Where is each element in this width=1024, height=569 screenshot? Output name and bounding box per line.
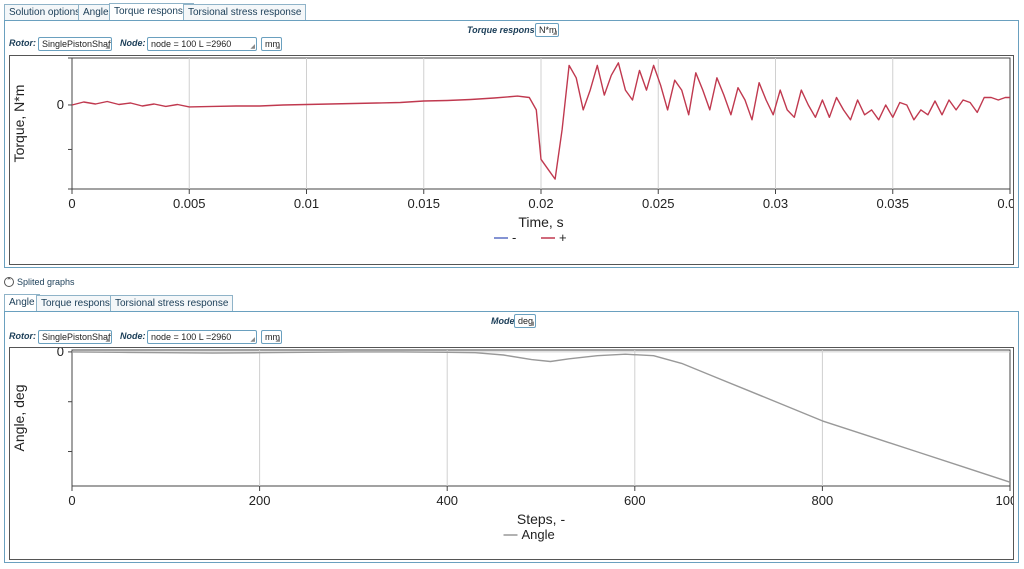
tab-torsional-stress-response-bottom[interactable]: Torsional stress response [110,295,234,311]
x-tick-label: 0.035 [876,196,909,211]
x-tick-label: 200 [249,493,271,508]
node-label: Node: [120,38,146,48]
mode-unit-select[interactable]: deg ◢ [514,314,536,328]
legend-label: - [512,230,516,245]
x-tick-label: 0 [68,493,75,508]
legend-label: + [559,230,567,245]
angle-chart: 0 200 400 600 800 1000 0 Steps, - Angle, deg Angl… [9,344,1024,560]
plot-frame [71,349,1011,487]
series-line-1 [71,62,1010,180]
node-label-bottom: Node: [120,331,146,341]
tab-torsional-stress-response[interactable]: Torsional stress response [183,4,307,20]
torque-chart-svg: 0 0.005 0.01 0.015 0.02 0.025 0.03 0.035 0.04 0 Ti… [11,57,1023,245]
angle-chart-svg: 0 200 400 600 800 1000 0 Steps, - Angle, deg Angl… [11,344,1024,542]
chevron-up-icon[interactable]: ⌃ [4,277,14,287]
rotor-select[interactable]: SinglePistonShaft ◢ [38,37,112,51]
tab-torque-response-bottom[interactable]: Torque response [36,295,121,311]
tab-torque-response[interactable]: Torque response [109,3,194,21]
length-unit-select-bottom[interactable]: mm ◢ [261,330,282,344]
x-tick-label: 0.04 [997,196,1013,211]
x-tick-label: 1000 [996,493,1013,508]
x-tick-label: 0.015 [407,196,440,211]
torque-response-panel: Torque response N*m ◢ Rotor: SinglePiston… [4,20,1023,268]
x-tick-label: 600 [624,493,646,508]
splited-graphs-toggle[interactable]: Splited graphs [17,277,75,287]
torque-unit-select[interactable]: N*m ◢ [535,23,559,37]
node-select[interactable]: node = 100 L =2960 ◢ [147,37,257,51]
node-select-bottom[interactable]: node = 100 L =2960 ◢ [147,330,257,344]
x-tick-label: 0.02 [528,196,553,211]
y-tick-label: 0 [57,97,64,112]
tab-angle-bottom[interactable]: Angle [4,294,40,312]
rotor-select-bottom[interactable]: SinglePistonShaft ◢ [38,330,112,344]
torque-chart: 0 0.005 0.01 0.015 0.02 0.025 0.03 0.035 0.04 0 Ti… [9,55,1023,265]
x-tick-label: 0 [68,196,75,211]
x-axis-label: Time, s [518,214,563,230]
series-line-0 [71,351,1011,483]
mode-header-label: Mode [491,316,515,326]
length-unit-select[interactable]: mm ◢ [261,37,282,51]
y-axis-label: Torque, N*m [11,85,27,163]
rotor-label: Rotor: [9,38,36,48]
x-tick-label: 0.03 [763,196,788,211]
rotor-label-bottom: Rotor: [9,331,36,341]
tab-solution-options[interactable]: Solution options [4,4,86,20]
x-axis-label: Steps, - [517,511,566,527]
x-tick-label: 0.025 [642,196,675,211]
x-tick-label: 400 [436,493,458,508]
angle-panel: Mode deg ◢ Rotor: SinglePistonShaft ◢ Node… [4,311,1024,563]
x-tick-label: 0.005 [173,196,206,211]
x-tick-label: 800 [812,493,834,508]
x-tick-label: 0.01 [294,196,319,211]
torque-header-label: Torque response [467,25,540,35]
legend-label: Angle [522,527,555,542]
y-tick-label: 0 [57,348,64,359]
y-axis-label: Angle, deg [11,385,27,452]
